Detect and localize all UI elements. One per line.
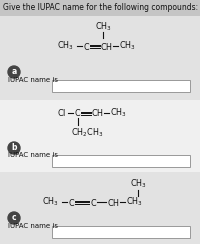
Text: $\mathregular{C}$: $\mathregular{C}$ <box>90 196 98 207</box>
Bar <box>52 226 190 238</box>
Text: c: c <box>12 214 16 223</box>
Text: $\mathregular{CH}$: $\mathregular{CH}$ <box>107 196 119 207</box>
Bar <box>0 100 200 172</box>
Text: $\mathregular{CH_3}$: $\mathregular{CH_3}$ <box>110 107 126 119</box>
Bar <box>0 16 200 100</box>
Text: Give the IUPAC name for the following compounds:: Give the IUPAC name for the following co… <box>3 3 198 12</box>
Text: $\mathregular{CH}$: $\mathregular{CH}$ <box>100 41 112 51</box>
Bar <box>52 155 190 167</box>
Bar <box>0 0 200 16</box>
Bar <box>0 172 200 244</box>
Text: $\mathregular{C}$: $\mathregular{C}$ <box>68 196 76 207</box>
Text: IUPAC name is: IUPAC name is <box>8 152 58 158</box>
Text: b: b <box>11 143 17 152</box>
Text: $\mathregular{CH_3}$: $\mathregular{CH_3}$ <box>119 40 135 52</box>
Text: $\mathregular{CH_3}$: $\mathregular{CH_3}$ <box>126 196 142 208</box>
Text: IUPAC name is: IUPAC name is <box>8 77 58 83</box>
Circle shape <box>8 66 20 78</box>
Circle shape <box>8 212 20 224</box>
Text: $\mathregular{CH_3}$: $\mathregular{CH_3}$ <box>130 178 146 190</box>
Circle shape <box>8 142 20 154</box>
Text: IUPAC name is: IUPAC name is <box>8 223 58 229</box>
Text: a: a <box>11 68 17 77</box>
Text: $\mathregular{C}$: $\mathregular{C}$ <box>83 41 91 51</box>
Text: $\mathregular{CH_3}$: $\mathregular{CH_3}$ <box>57 40 73 52</box>
Text: $\mathregular{CH_3}$: $\mathregular{CH_3}$ <box>42 196 58 208</box>
Text: $\mathregular{CH}$: $\mathregular{CH}$ <box>91 108 103 119</box>
Text: $\mathregular{Cl}$: $\mathregular{Cl}$ <box>57 108 67 119</box>
Text: $\mathregular{C}$: $\mathregular{C}$ <box>74 108 82 119</box>
Text: $\mathregular{CH_2CH_3}$: $\mathregular{CH_2CH_3}$ <box>71 127 103 139</box>
Text: $\mathregular{CH_3}$: $\mathregular{CH_3}$ <box>95 21 111 33</box>
Bar <box>52 80 190 92</box>
